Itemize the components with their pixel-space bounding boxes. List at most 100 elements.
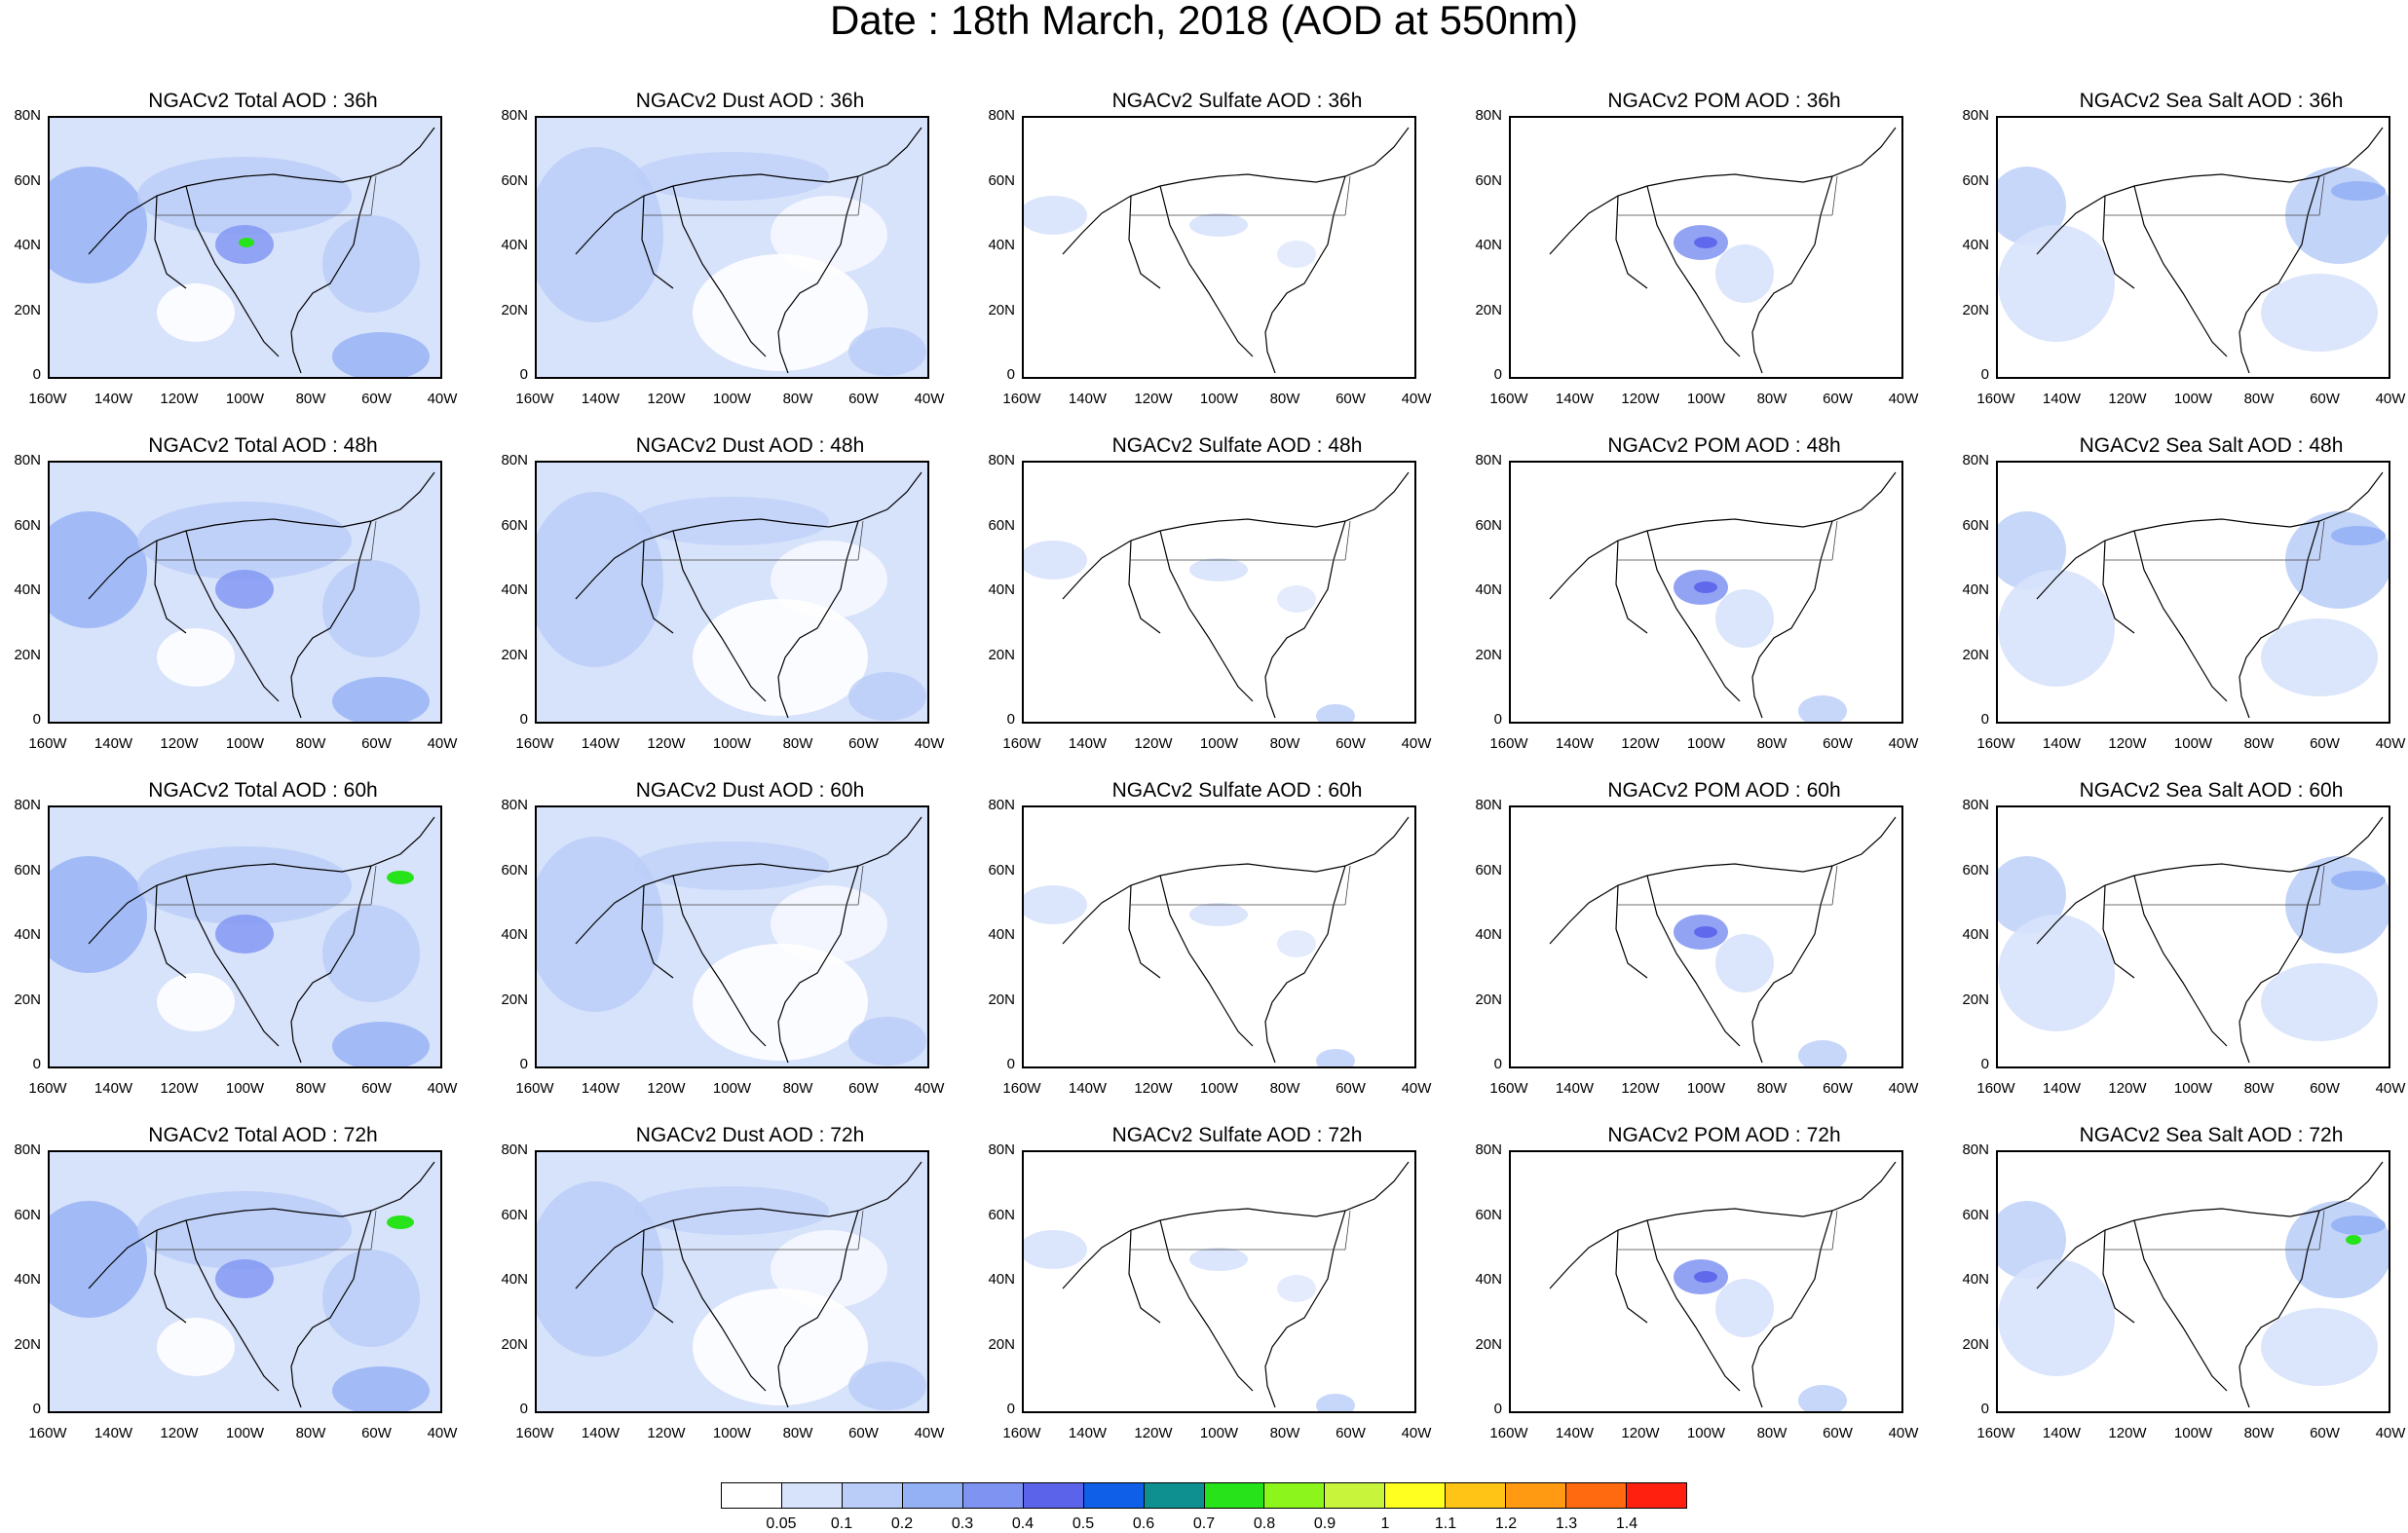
country-border xyxy=(644,520,864,561)
x-tick-label: 120W xyxy=(1134,735,1173,752)
map-panel: NGACv2 Dust AOD : 36h 80N 60N 40N 20N 0 160W 14… xyxy=(487,90,974,434)
country-border xyxy=(1131,865,1351,906)
map-panel: NGACv2 Sea Salt AOD : 60h 80N 60N 40N 20N 0 16… xyxy=(1948,779,2408,1124)
map-plot xyxy=(535,461,929,724)
y-tick-label: 60N xyxy=(988,171,1015,189)
x-tick-label: 100W xyxy=(2173,391,2213,407)
x-tick-label: 80W xyxy=(2243,735,2275,752)
x-tick-label: 60W xyxy=(1823,735,1853,752)
colorbar-segment xyxy=(1144,1483,1205,1508)
y-tick-label: 60N xyxy=(988,1206,1015,1223)
y-tick-label: 0 xyxy=(1980,366,1989,383)
coastline xyxy=(88,1161,435,1408)
map-panel: NGACv2 Total AOD : 72h 80N 60N 40N 20N 0 160W 1… xyxy=(0,1124,487,1469)
y-tick-label: 80N xyxy=(1475,452,1502,468)
y-tick-label: 40N xyxy=(501,1271,528,1288)
panel-title: NGACv2 Dust AOD : 72h xyxy=(635,1124,865,1146)
y-tick-label: 20N xyxy=(501,646,528,663)
colorbar-segment xyxy=(1566,1483,1628,1508)
x-tick-label: 140W xyxy=(94,1080,133,1097)
map-plot xyxy=(535,805,929,1068)
y-tick-label: 20N xyxy=(501,991,528,1008)
x-tick-label: 40W xyxy=(427,1425,458,1441)
y-tick-label: 60N xyxy=(988,516,1015,534)
x-tick-label: 140W xyxy=(581,391,621,407)
x-tick-label: 60W xyxy=(2310,391,2340,407)
map-plot xyxy=(1509,461,1903,724)
country-border xyxy=(1131,520,1351,561)
panel-title: NGACv2 Dust AOD : 48h xyxy=(635,434,865,457)
y-tick-label: 40N xyxy=(501,926,528,943)
coastline xyxy=(1549,1161,1897,1408)
x-tick-label: 100W xyxy=(1199,1425,1239,1441)
y-tick-label: 0 xyxy=(1006,711,1015,728)
aod-field xyxy=(50,1152,440,1411)
country-border xyxy=(1131,1210,1351,1251)
y-tick-label: 80N xyxy=(14,797,41,813)
x-tick-label: 100W xyxy=(712,1425,752,1441)
x-tick-label: 80W xyxy=(782,735,813,752)
y-tick-label: 60N xyxy=(1962,516,1989,534)
x-tick-label: 120W xyxy=(647,391,686,407)
coastline xyxy=(1549,471,1897,719)
colorbar-label: 0.1 xyxy=(830,1515,853,1532)
y-tick-label: 0 xyxy=(519,1401,528,1417)
y-tick-label: 0 xyxy=(1493,1056,1502,1072)
aod-field xyxy=(1998,471,2389,719)
panel-title: NGACv2 Dust AOD : 36h xyxy=(635,90,865,112)
panel-title: NGACv2 Sea Salt AOD : 72h xyxy=(2079,1124,2344,1146)
y-tick-label: 60N xyxy=(1475,1206,1502,1223)
x-tick-label: 140W xyxy=(2042,735,2082,752)
colorbar-label: 1 xyxy=(1380,1515,1390,1532)
map-panel: NGACv2 Total AOD : 60h 80N 60N 40N 20N 0 160W 1… xyxy=(0,779,487,1124)
colorbar-segment xyxy=(1204,1483,1265,1508)
y-tick-label: 20N xyxy=(1475,646,1502,663)
x-tick-label: 80W xyxy=(295,391,326,407)
y-tick-label: 40N xyxy=(988,237,1015,253)
x-tick-label: 100W xyxy=(712,1080,752,1097)
y-tick-label: 0 xyxy=(1980,1401,1989,1417)
map-panel: NGACv2 Sea Salt AOD : 36h 80N 60N 40N 20N 0 16… xyxy=(1948,90,2408,434)
x-tick-label: 60W xyxy=(848,1425,879,1441)
x-tick-label: 40W xyxy=(914,1080,945,1097)
x-tick-label: 80W xyxy=(2243,1080,2275,1097)
x-tick-label: 100W xyxy=(1199,391,1239,407)
aod-field xyxy=(1024,1161,1410,1411)
y-tick-label: 60N xyxy=(501,861,528,879)
y-tick-label: 40N xyxy=(1962,237,1989,253)
colorbar-segment xyxy=(1446,1483,1507,1508)
y-tick-label: 40N xyxy=(988,581,1015,598)
y-tick-label: 80N xyxy=(14,1141,41,1158)
y-tick-label: 0 xyxy=(32,711,41,728)
x-tick-label: 160W xyxy=(28,1080,67,1097)
y-tick-label: 0 xyxy=(1006,1401,1015,1417)
x-tick-label: 140W xyxy=(94,735,133,752)
y-tick-label: 80N xyxy=(1475,797,1502,813)
colorbar xyxy=(721,1482,1687,1509)
x-tick-label: 40W xyxy=(427,735,458,752)
y-tick-label: 20N xyxy=(988,301,1015,318)
x-tick-label: 80W xyxy=(1269,1425,1300,1441)
x-tick-label: 100W xyxy=(2173,1425,2213,1441)
map-plot xyxy=(48,461,442,724)
coastline xyxy=(1062,816,1410,1064)
map-panel: NGACv2 Dust AOD : 72h 80N 60N 40N 20N 0 160W 14… xyxy=(487,1124,974,1469)
panel-title: NGACv2 Total AOD : 60h xyxy=(148,779,378,802)
y-tick-label: 0 xyxy=(1006,366,1015,383)
coastline xyxy=(575,1161,922,1408)
y-tick-label: 40N xyxy=(14,1271,41,1288)
panel-title: NGACv2 POM AOD : 36h xyxy=(1607,90,1841,112)
colorbar-segment xyxy=(722,1483,782,1508)
y-tick-label: 40N xyxy=(501,581,528,598)
x-tick-label: 100W xyxy=(712,391,752,407)
country-border xyxy=(2105,520,2325,561)
x-tick-label: 160W xyxy=(1976,1425,2015,1441)
y-tick-label: 20N xyxy=(1475,991,1502,1008)
figure-title: Date : 18th March, 2018 (AOD at 550nm) xyxy=(829,0,1579,43)
colorbar-label: 0.05 xyxy=(766,1515,797,1532)
y-tick-label: 40N xyxy=(1962,581,1989,598)
y-tick-label: 0 xyxy=(1493,711,1502,728)
y-tick-label: 40N xyxy=(14,581,41,598)
y-tick-label: 20N xyxy=(988,646,1015,663)
country-border xyxy=(2105,865,2325,906)
